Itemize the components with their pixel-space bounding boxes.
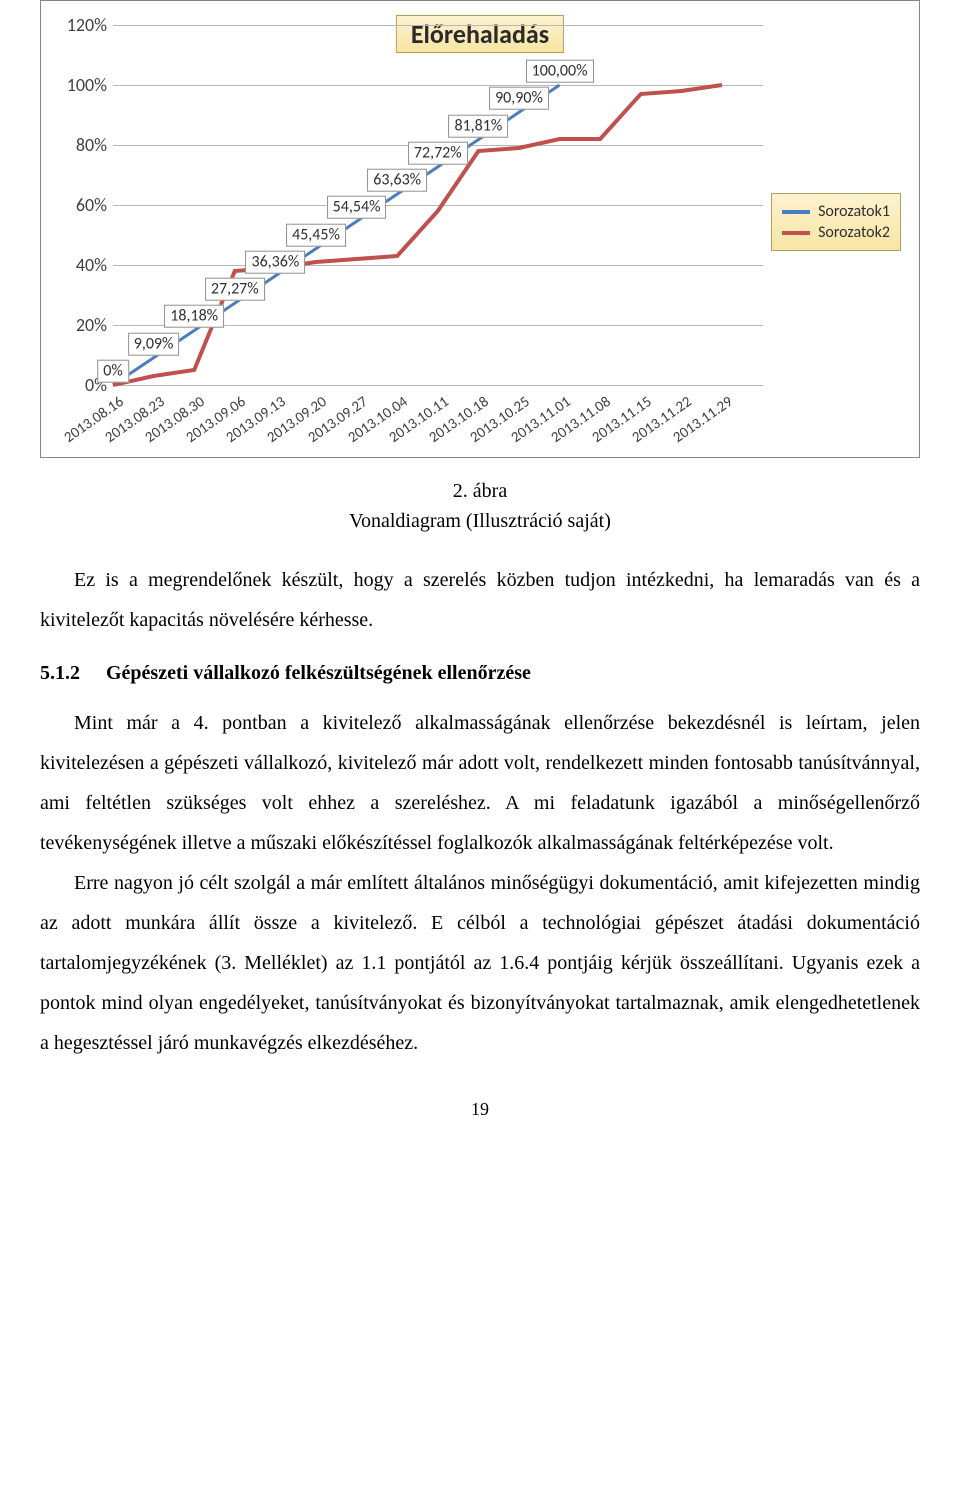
data-label: 100,00%	[526, 60, 594, 83]
paragraph-3: Erre nagyon jó célt szolgál a már említe…	[40, 863, 920, 1063]
y-axis-label: 40%	[59, 254, 107, 276]
legend-label: Sorozatok1	[818, 202, 890, 221]
chart-lines	[113, 25, 763, 385]
y-axis-label: 20%	[59, 314, 107, 336]
y-axis-label: 60%	[59, 194, 107, 216]
caption-line-2: Vonaldiagram (Illusztráció saját)	[349, 510, 611, 532]
page-number: 19	[40, 1099, 920, 1120]
x-axis: 2013.08.162013.08.232013.08.302013.09.06…	[113, 385, 763, 445]
body-text-block-2: Mint már a 4. pontban a kivitelező alkal…	[40, 703, 920, 1063]
y-axis-label: 120%	[59, 14, 107, 36]
plot-area: 0%9,09%18,18%27,27%36,36%45,45%54,54%63,…	[113, 25, 763, 385]
legend-swatch	[782, 231, 810, 235]
data-label: 54,54%	[327, 196, 387, 219]
data-label: 36,36%	[245, 251, 305, 274]
heading-title: Gépészeti vállalkozó felkészültségének e…	[106, 662, 531, 685]
data-label: 9,09%	[128, 332, 180, 355]
data-label: 72,72%	[408, 142, 468, 165]
data-label: 0%	[97, 360, 129, 383]
legend-item: Sorozatok1	[782, 202, 890, 221]
figure-caption: 2. ábra Vonaldiagram (Illusztráció saját…	[40, 476, 920, 536]
paragraph-2: Mint már a 4. pontban a kivitelező alkal…	[40, 703, 920, 863]
data-label: 18,18%	[164, 305, 224, 328]
chart-frame: Előrehaladás 0%20%40%60%80%100%120% 0%9,…	[40, 0, 920, 458]
section-heading: 5.1.2 Gépészeti vállalkozó felkészültség…	[40, 662, 920, 685]
data-label: 63,63%	[367, 169, 427, 192]
caption-line-1: 2. ábra	[453, 480, 507, 502]
paragraph-1: Ez is a megrendelőnek készült, hogy a sz…	[40, 560, 920, 640]
data-label: 27,27%	[205, 278, 265, 301]
legend-swatch	[782, 210, 810, 214]
series-line	[113, 85, 722, 385]
legend: Sorozatok1 Sorozatok2	[771, 193, 901, 251]
body-text-block-1: Ez is a megrendelőnek készült, hogy a sz…	[40, 560, 920, 640]
data-label: 81,81%	[448, 114, 508, 137]
data-label: 90,90%	[489, 87, 549, 110]
heading-number: 5.1.2	[40, 662, 80, 685]
y-axis-label: 80%	[59, 134, 107, 156]
y-axis-label: 100%	[59, 74, 107, 96]
legend-item: Sorozatok2	[782, 223, 890, 242]
progress-chart: Előrehaladás 0%20%40%60%80%100%120% 0%9,…	[53, 13, 907, 453]
data-label: 45,45%	[286, 223, 346, 246]
legend-label: Sorozatok2	[818, 223, 890, 242]
